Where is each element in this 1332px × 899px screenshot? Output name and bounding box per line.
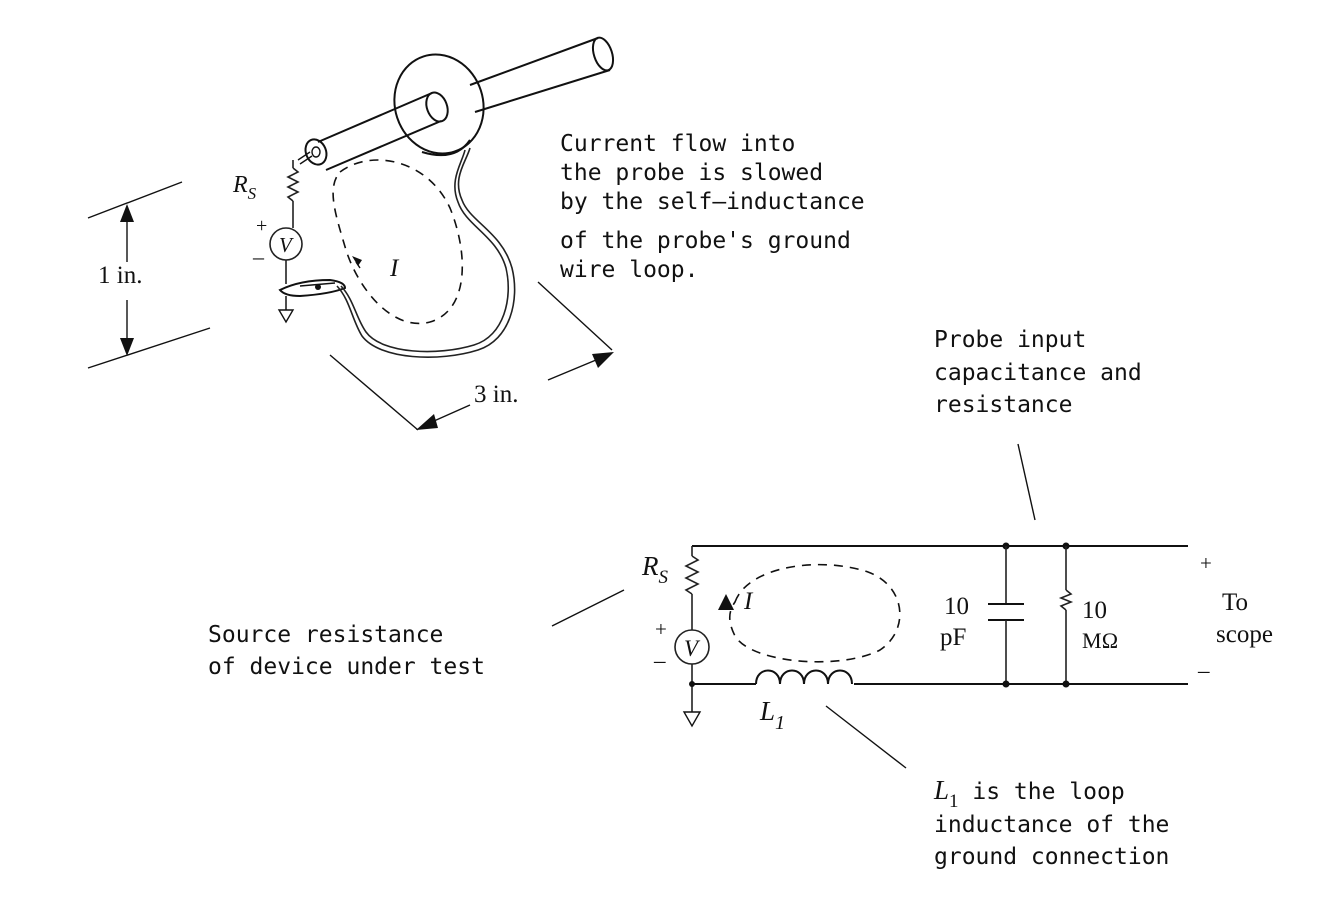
source-note-line-2: of device under test xyxy=(208,654,485,680)
equivalent-circuit: RS V + – L1 I 10 pF xyxy=(208,327,1273,870)
dim-1in-label: 1 in. xyxy=(98,262,142,289)
probe-body xyxy=(297,36,615,171)
callout-line-3: by the self–inductance xyxy=(560,189,865,215)
resistor-10mohm: 10 MΩ xyxy=(1058,542,1118,688)
circuit-current-loop xyxy=(728,563,901,663)
sketch-rs-label: RS xyxy=(232,172,257,203)
source-note: Source resistance of device under test xyxy=(208,589,625,680)
probe-sketch: 1 in. V + xyxy=(87,36,865,431)
sketch-v-label: V xyxy=(279,233,294,257)
circuit-current-label: I xyxy=(743,588,754,615)
source-resistor: RS xyxy=(641,546,700,630)
callout-line-4: of the probe's ground xyxy=(560,228,851,254)
v-plus: + xyxy=(655,617,667,641)
l1-note-line-3: ground connection xyxy=(934,844,1169,870)
dimension-1in: 1 in. xyxy=(87,181,211,369)
callout-line-5: wire loop. xyxy=(560,257,698,283)
l1-label: L1 xyxy=(759,696,785,734)
inductor-l1: L1 xyxy=(755,669,853,734)
sketch-current-loop xyxy=(332,159,463,325)
probe-input-line-2: capacitance and xyxy=(934,360,1142,386)
dim-3in-label: 3 in. xyxy=(474,381,518,408)
to-scope-line-2: scope xyxy=(1216,621,1273,648)
sketch-minus: – xyxy=(252,244,265,269)
voltage-source: V + – xyxy=(653,617,710,728)
sketch-plus: + xyxy=(256,215,267,237)
ground-wire-inner xyxy=(340,149,510,353)
l1-note-line-1: L1 is the loop xyxy=(933,775,1125,812)
probe-input-line-3: resistance xyxy=(934,392,1072,418)
ground-symbol xyxy=(682,711,702,728)
v-label: V xyxy=(684,636,701,661)
ground-clip xyxy=(278,278,347,298)
callout-line-1: Current flow into xyxy=(560,131,795,157)
cap-value-top: 10 xyxy=(944,593,969,620)
v-minus: – xyxy=(653,648,666,673)
probe-input-note: Probe input capacitance and resistance xyxy=(934,327,1142,521)
sketch-source: V + – RS xyxy=(232,160,303,324)
capacitor-10pf: 10 pF xyxy=(940,542,1024,688)
callout-line-2: the probe is slowed xyxy=(560,160,823,186)
out-minus: – xyxy=(1197,658,1210,683)
res-value-bottom: MΩ xyxy=(1082,628,1118,653)
res-value-top: 10 xyxy=(1082,597,1107,624)
probe-callout: Current flow into the probe is slowed by… xyxy=(560,131,865,283)
current-arrow xyxy=(718,594,734,610)
source-note-line-1: Source resistance xyxy=(208,622,443,648)
cap-value-bottom: pF xyxy=(940,624,966,651)
dimension-3in: 3 in. xyxy=(329,281,614,431)
l1-note: L1 is the loop inductance of the ground … xyxy=(825,705,1169,870)
l1-note-line-2: inductance of the xyxy=(934,812,1169,838)
to-scope-line-1: To xyxy=(1222,589,1248,616)
sketch-current-label: I xyxy=(389,255,400,282)
ground-wire xyxy=(336,147,516,358)
probe-input-line-1: Probe input xyxy=(934,327,1086,353)
rs-label: RS xyxy=(641,551,669,588)
out-plus: + xyxy=(1200,551,1212,575)
